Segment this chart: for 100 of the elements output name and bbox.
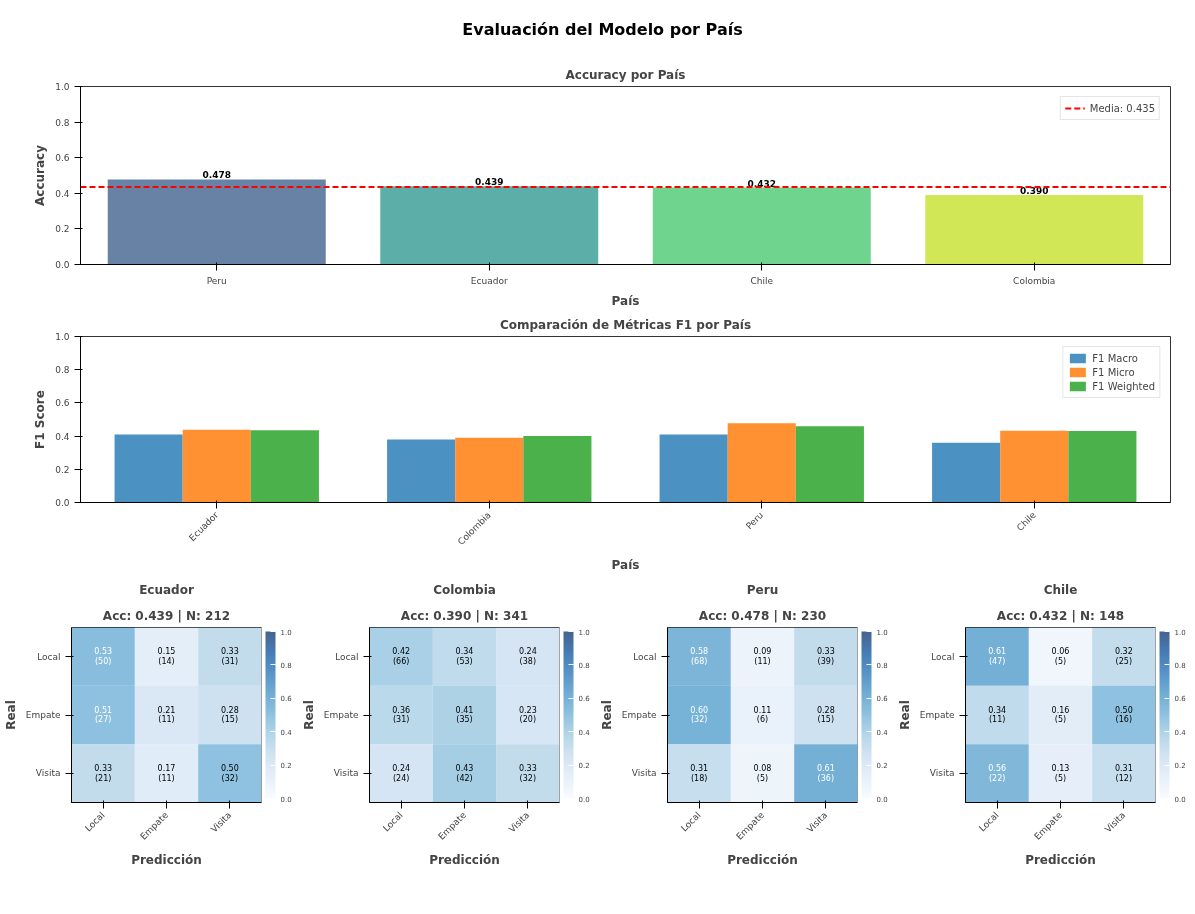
y-tick-label: Empate: [919, 710, 955, 720]
data-label: 0.24 (38): [518, 647, 537, 667]
x-axis-title: País: [611, 558, 640, 573]
x-axis-title: Predicción: [429, 853, 500, 868]
data-label: 0.60 (32): [690, 705, 709, 725]
y-axis-title: Accuracy: [33, 144, 48, 206]
y-tick-label: Empate: [621, 710, 657, 720]
data-label: 0.50 (32): [220, 763, 239, 783]
x-tick-label: Chile: [750, 275, 774, 286]
bar: [182, 429, 251, 503]
y-tick-label: 0.6: [55, 153, 70, 164]
legend-label: F1 Micro: [1092, 365, 1135, 379]
y-tick-label: Visita: [35, 768, 61, 779]
y-tick-label: Local: [931, 651, 955, 662]
chart-title: Colombia: [433, 582, 496, 597]
text: Evaluación del Modelo por País: [462, 20, 743, 39]
bar: [659, 434, 728, 503]
y-tick-label: Visita: [333, 768, 359, 779]
y-tick-label: 0.2: [55, 464, 70, 475]
chart-subtitle: Acc: 0.390 | N: 341: [400, 608, 529, 623]
y-tick-label: 1.0: [55, 82, 70, 92]
y-tick-label: 0.8: [55, 365, 70, 376]
data-label: 0.09 (11): [753, 647, 772, 667]
data-label: 0.58 (68): [690, 647, 709, 667]
y-tick-label: Visita: [929, 768, 955, 779]
bar: [523, 436, 592, 503]
bar: [1068, 431, 1137, 503]
bar: [932, 442, 1001, 503]
y-tick-label: Empate: [323, 710, 359, 720]
data-label: 0.41 (35): [455, 705, 474, 725]
data-label: 0.34 (11): [988, 705, 1007, 725]
data-label: 0.43 (42): [455, 763, 474, 783]
data-label: 0.31 (12): [1114, 763, 1133, 783]
data-label: 0.478: [202, 170, 231, 181]
y-tick-label: 0.4: [55, 431, 70, 442]
data-label: 0.15 (14): [157, 647, 176, 667]
data-label: 0.56 (22): [988, 763, 1007, 783]
y-axis-title: F1 Score: [33, 390, 48, 449]
bar: [114, 434, 183, 503]
bar: [727, 423, 796, 503]
y-axis-title: Real: [3, 700, 18, 730]
y-tick-label: 0.0: [55, 260, 70, 270]
x-axis-title: Predicción: [131, 853, 202, 868]
data-label: 0.61 (36): [816, 763, 835, 783]
bar: [250, 430, 319, 503]
x-axis-title: Predicción: [1025, 853, 1096, 868]
x-tick-label: Colombia: [1013, 275, 1056, 286]
chart-title: Accuracy por País: [565, 67, 686, 82]
chart-subtitle: Acc: 0.439 | N: 212: [102, 608, 231, 623]
data-label: 0.42 (66): [392, 647, 411, 667]
x-tick-label: Ecuador: [470, 275, 508, 286]
bar: [925, 195, 1144, 265]
data-label: 0.28 (15): [816, 705, 835, 725]
data-label: 0.08 (5): [753, 763, 772, 783]
chart-title: Comparación de Métricas F1 por País: [499, 317, 752, 332]
bar: [387, 439, 456, 503]
data-label: 0.33 (21): [94, 763, 113, 783]
data-label: 0.31 (18): [690, 763, 709, 783]
legend-label: Media: 0.435: [1089, 101, 1155, 115]
data-label: 0.23 (20): [518, 705, 537, 725]
data-label: 0.33 (32): [518, 763, 537, 783]
bar: [652, 187, 871, 265]
chart-title: Chile: [1043, 582, 1078, 597]
data-label: 0.21 (11): [157, 705, 176, 725]
data-label: 0.61 (47): [988, 647, 1007, 667]
data-label: 0.17 (11): [157, 763, 176, 783]
data-label: 0.36 (31): [392, 705, 411, 725]
y-tick-label: Local: [37, 651, 61, 662]
chart-title: Ecuador: [139, 582, 194, 597]
y-tick-label: 1.0: [55, 332, 70, 342]
y-tick-label: 0.4: [55, 188, 70, 199]
bar: [380, 186, 599, 265]
data-label: 0.33 (31): [220, 647, 239, 667]
legend-label: F1 Weighted: [1092, 379, 1155, 393]
chart-subtitle: Acc: 0.478 | N: 230: [698, 608, 827, 623]
data-label: 0.06 (5): [1051, 647, 1070, 667]
data-label: 0.53 (50): [94, 647, 113, 667]
x-axis-title: País: [611, 293, 640, 308]
data-label: 0.32 (25): [1114, 647, 1133, 667]
data-label: 0.51 (27): [94, 705, 113, 725]
y-axis-title: Real: [301, 700, 316, 730]
data-label: 0.24 (24): [392, 763, 411, 783]
data-label: 0.33 (39): [816, 647, 835, 667]
chart-subtitle: Acc: 0.432 | N: 148: [996, 608, 1125, 623]
data-label: 0.34 (53): [455, 647, 474, 667]
y-axis-title: Real: [897, 700, 912, 730]
y-tick-label: 0.0: [55, 498, 70, 508]
bar: [107, 179, 326, 265]
x-tick-label: Peru: [206, 275, 227, 286]
y-tick-label: Visita: [631, 768, 657, 779]
y-tick-label: 0.8: [55, 117, 70, 128]
data-label: 0.439: [475, 177, 504, 188]
data-label: 0.16 (5): [1051, 705, 1070, 725]
y-tick-label: 0.2: [55, 224, 70, 235]
y-axis-title: Real: [599, 700, 614, 730]
data-label: 0.11 (6): [753, 705, 772, 725]
y-tick-label: Local: [633, 651, 657, 662]
legend-label: F1 Macro: [1092, 351, 1138, 365]
data-label: 0.13 (5): [1051, 763, 1070, 783]
bar: [795, 426, 864, 503]
